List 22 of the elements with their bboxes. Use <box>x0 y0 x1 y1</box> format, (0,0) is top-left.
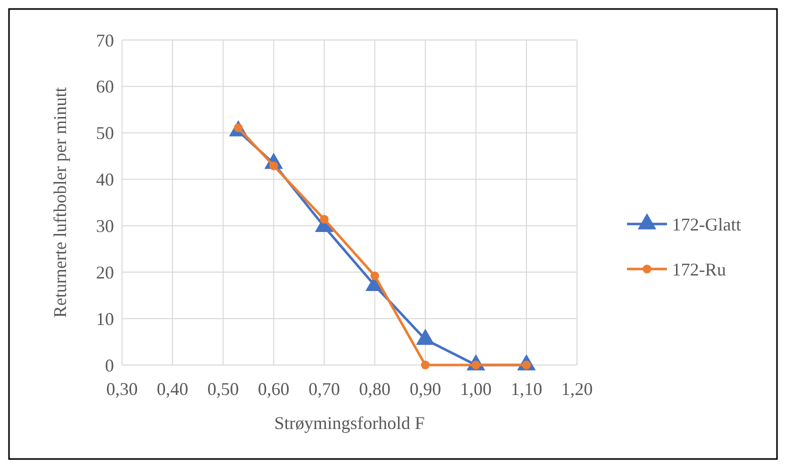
y-tick-label: 0 <box>105 355 114 376</box>
y-tick-label: 40 <box>96 170 114 190</box>
x-tick-label: 0,90 <box>410 379 442 399</box>
x-tick-label: 0,40 <box>156 379 188 399</box>
x-tick-label: 0,60 <box>258 379 290 399</box>
x-tick-label: 1,00 <box>460 379 492 399</box>
legend-label: 172-Glatt <box>672 214 741 234</box>
x-tick-label: 0,70 <box>308 379 340 399</box>
x-axis-title: Strøymingsforhold F <box>274 413 425 433</box>
x-tick-label: 0,30 <box>106 379 138 399</box>
x-tick-label: 0,80 <box>359 379 391 399</box>
y-tick-label: 20 <box>96 262 114 282</box>
x-tick-label: 0,50 <box>207 379 239 399</box>
x-tick-label: 1,20 <box>561 379 593 399</box>
y-axis-title: Returnerte luftbobler per minutt <box>50 87 70 318</box>
y-tick-label: 50 <box>96 123 114 144</box>
x-tick-label: 1,10 <box>510 379 542 399</box>
legend-label: 172-Ru <box>672 259 726 280</box>
y-tick-label: 10 <box>96 308 114 329</box>
y-tick-label: 70 <box>96 30 114 50</box>
y-tick-label: 60 <box>96 76 114 97</box>
y-tick-label: 30 <box>96 216 114 236</box>
